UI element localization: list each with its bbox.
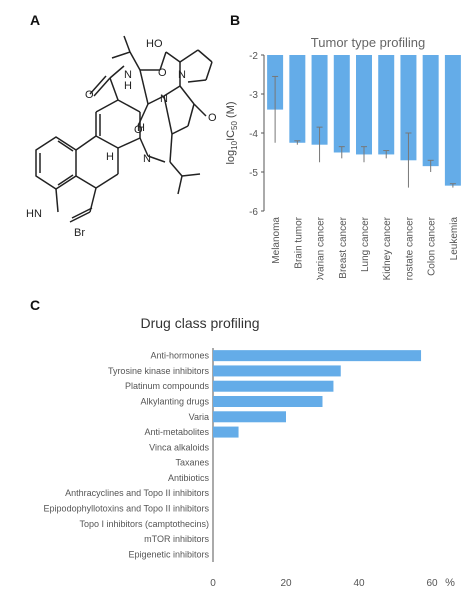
y-category-label: mTOR inhibitors: [144, 534, 209, 544]
bar: [213, 426, 239, 438]
svg-text:N: N: [160, 93, 168, 105]
drug-class-chart: Drug class profiling Anti-hormones Tyrosin…: [44, 315, 456, 589]
x-axis-label: %: [445, 577, 455, 589]
svg-text:O: O: [208, 112, 217, 124]
y-category-label: Taxanes: [175, 458, 209, 468]
panel-label-b: B: [230, 12, 241, 28]
y-tick-label: -2: [249, 51, 258, 62]
bar: [356, 55, 372, 155]
bar: [378, 55, 395, 155]
chart-title: Tumor type profiling: [311, 35, 425, 50]
x-tick-label: 20: [280, 578, 292, 589]
y-tick-label: -4: [249, 129, 258, 140]
x-tick-label: Ovarian cancer: [316, 216, 327, 280]
y-category-label: Antibiotics: [168, 473, 210, 483]
svg-text:O: O: [134, 124, 143, 136]
svg-text:Br: Br: [74, 227, 85, 239]
x-tick-label: Colon cancer: [427, 216, 438, 276]
x-tick-label: Leukemia: [449, 217, 460, 261]
y-axis-label: log10IC50 (M): [225, 101, 239, 164]
x-tick-label: Prostate cancer: [404, 216, 415, 280]
y-category-label: Varia: [189, 412, 209, 422]
bar: [400, 55, 417, 161]
y-category-label: Anti-hormones: [150, 351, 209, 361]
x-tick-label: 60: [426, 578, 438, 589]
y-tick-label: -6: [249, 207, 258, 218]
svg-text:N: N: [143, 153, 151, 165]
bar: [213, 380, 334, 392]
y-category-label: Platinum compounds: [125, 381, 210, 391]
y-category-label: Alkylanting drugs: [140, 397, 209, 407]
x-tick-label: Lung cancer: [360, 216, 371, 272]
y-tick-label: -5: [249, 168, 258, 179]
x-tick-label: Brain tumor: [293, 216, 304, 268]
bar: [422, 55, 439, 167]
panel-label-a: A: [30, 12, 41, 28]
bar: [289, 55, 306, 143]
y-tick-label: -3: [249, 90, 258, 101]
x-tick-label: 40: [353, 578, 365, 589]
molecule-structure: HO N H O N N O O O H H N HN Br: [26, 35, 217, 239]
y-category-label: Epigenetic inhibitors: [128, 549, 209, 559]
chart-title: Drug class profiling: [140, 315, 259, 331]
bar: [213, 365, 341, 377]
bar: [311, 55, 328, 145]
svg-text:H: H: [124, 80, 132, 92]
bar: [213, 395, 323, 408]
panel-label-c: C: [30, 297, 41, 313]
svg-text:HO: HO: [146, 38, 163, 50]
bar: [444, 55, 461, 186]
x-tick-label: Kidney cancer: [382, 216, 393, 280]
y-category-label: Epipodophyllotoxins and Topo II inhibito…: [44, 504, 210, 514]
y-category-label: Topo I inhibitors (camptothecins): [79, 519, 209, 529]
x-tick-label: Melanoma: [271, 217, 282, 264]
tumor-type-chart: Tumor type profiling -2 -3 -4 -5 -6 log10IC50 …: [225, 35, 461, 280]
svg-text:N: N: [178, 69, 186, 81]
bar: [333, 55, 350, 153]
svg-text:H: H: [106, 151, 114, 163]
svg-text:N: N: [124, 69, 132, 81]
svg-text:O: O: [158, 67, 167, 79]
y-category-label: Anti-metabolites: [144, 427, 209, 437]
x-tick-label: Breast cancer: [338, 216, 349, 278]
svg-text:O: O: [85, 89, 94, 101]
svg-text:HN: HN: [26, 208, 42, 220]
y-category-label: Tyrosine kinase inhibitors: [108, 366, 210, 376]
y-category-label: Anthracyclines and Topo II inhibitors: [65, 488, 209, 498]
x-tick-label: 0: [210, 578, 216, 589]
bar: [213, 411, 286, 423]
y-category-label: Vinca alkaloids: [149, 442, 209, 452]
svg-text:H: H: [137, 122, 145, 134]
bar: [213, 350, 422, 362]
